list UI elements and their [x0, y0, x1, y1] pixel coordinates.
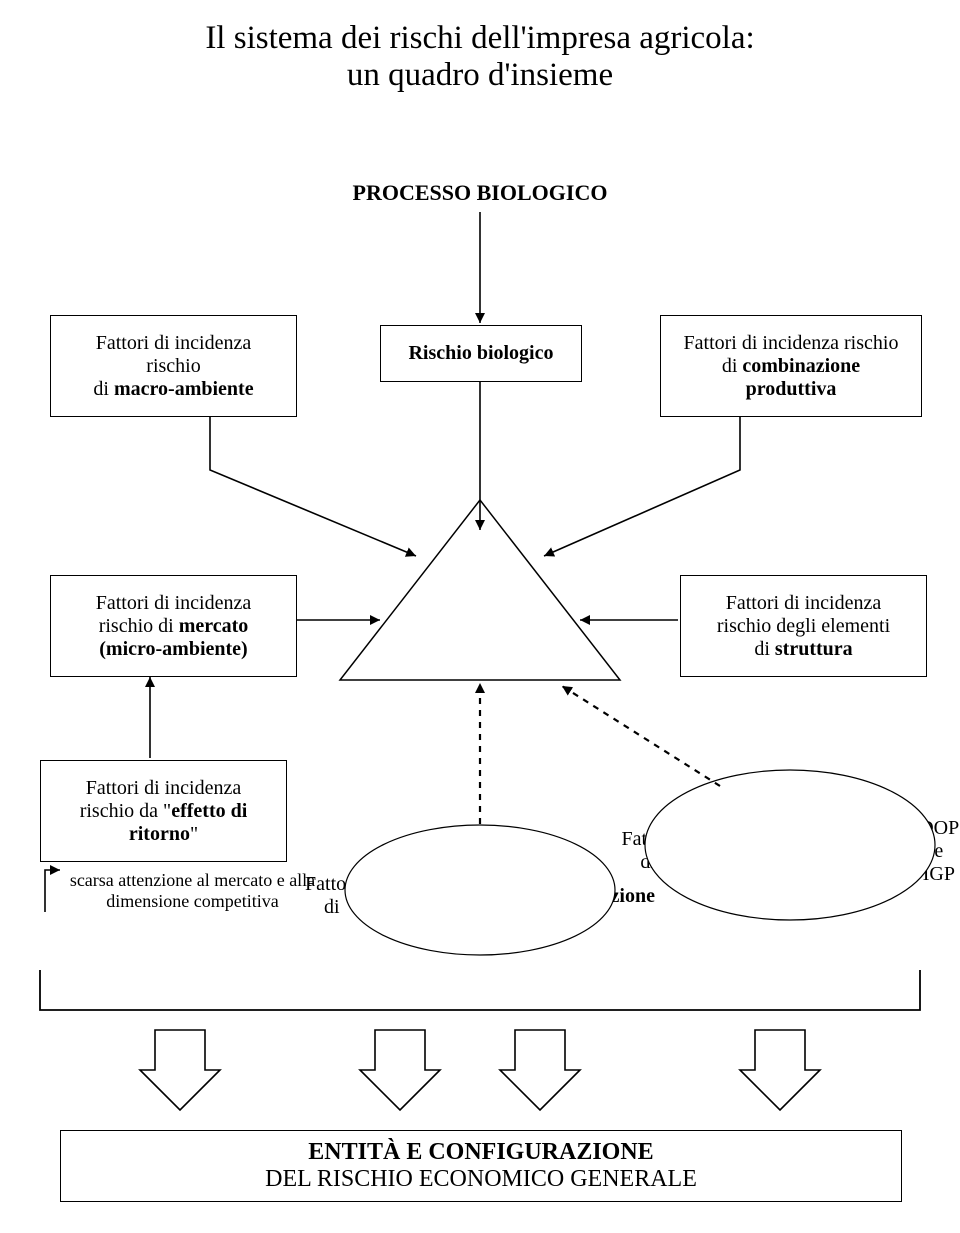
caption-scarsa-attenzione: scarsa attenzione al mercato e alladimen… — [50, 870, 335, 920]
node-macro-ambiente: Fattori di incidenzarischiodi macro-ambi… — [50, 315, 297, 417]
node-struttura: Fattori di incidenzarischio degli elemen… — [680, 575, 927, 677]
node-combinazione-produttiva: Fattori di incidenza rischiodi combinazi… — [660, 315, 922, 417]
title-line-2: un quadro d'insieme — [0, 57, 960, 94]
node-mercato: Fattori di incidenzarischio di mercato(m… — [50, 575, 297, 677]
node-socializzazione-label: Fattori di attenuazionerischio da politi… — [353, 839, 607, 953]
node-entita-configurazione: ENTITÀ E CONFIGURAZIONEDEL RISCHIO ECONO… — [60, 1130, 902, 1202]
node-processo-biologico: PROCESSO BIOLOGICO — [300, 180, 660, 210]
node-impresa-agricola-label: IMPRESAAGRICOLA — [360, 590, 600, 654]
title-line-1: Il sistema dei rischi dell'impresa agric… — [0, 20, 960, 57]
page-title: Il sistema dei rischi dell'impresa agric… — [0, 20, 960, 94]
node-rischio-biologico: Rischio biologico — [380, 325, 582, 382]
node-effetto-ritorno: Fattori di incidenzarischio da "effetto … — [40, 760, 287, 862]
node-normativa-label: Fattori di attenuazionerischio da normat… — [653, 784, 927, 918]
